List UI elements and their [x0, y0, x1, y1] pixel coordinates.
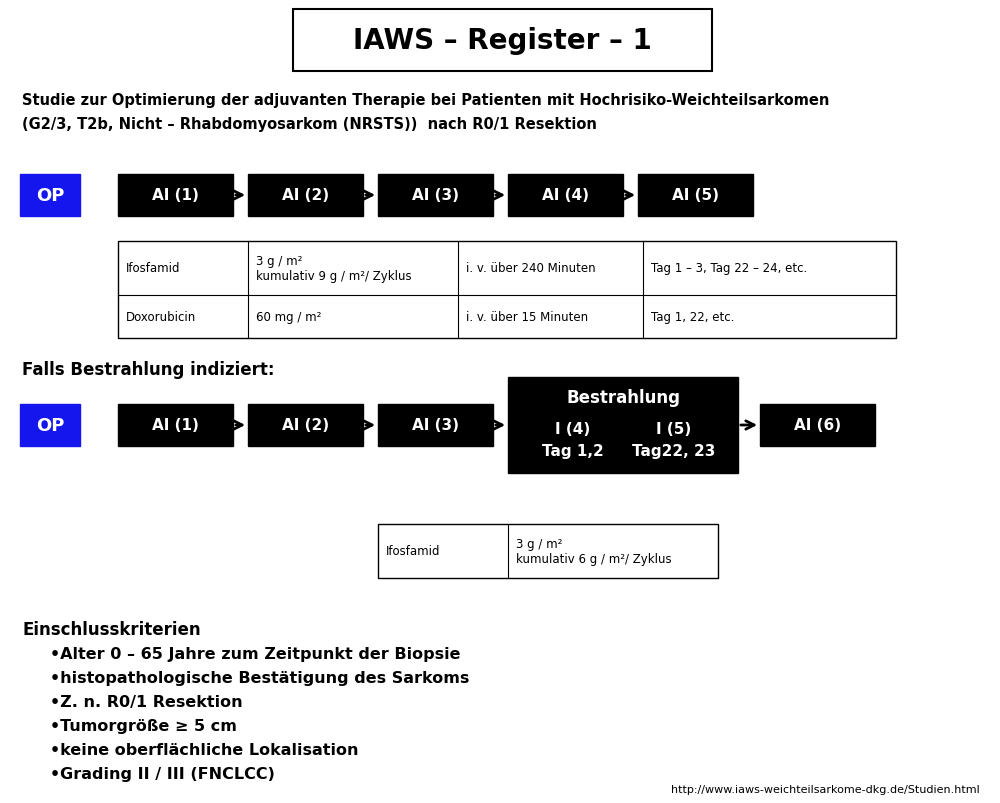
- FancyBboxPatch shape: [508, 175, 623, 217]
- Text: 60 mg / m²: 60 mg / m²: [256, 311, 321, 324]
- Text: Tag 1,2: Tag 1,2: [542, 444, 603, 459]
- FancyBboxPatch shape: [508, 377, 738, 474]
- Text: AI (1): AI (1): [152, 188, 199, 203]
- Text: AI (6): AI (6): [794, 418, 841, 433]
- FancyBboxPatch shape: [760, 405, 875, 446]
- Text: Tag 1 – 3, Tag 22 – 24, etc.: Tag 1 – 3, Tag 22 – 24, etc.: [651, 262, 807, 275]
- Text: i. v. über 15 Minuten: i. v. über 15 Minuten: [466, 311, 588, 324]
- Text: I (5): I (5): [656, 422, 691, 437]
- FancyBboxPatch shape: [638, 175, 753, 217]
- Text: Studie zur Optimierung der adjuvanten Therapie bei Patienten mit Hochrisiko-Weic: Studie zur Optimierung der adjuvanten Th…: [22, 92, 829, 108]
- Text: AI (1): AI (1): [152, 418, 199, 433]
- Text: •Grading II / III (FNCLCC): •Grading II / III (FNCLCC): [50, 767, 275, 781]
- Text: 3 g / m²
kumulativ 6 g / m²/ Zyklus: 3 g / m² kumulativ 6 g / m²/ Zyklus: [516, 537, 672, 565]
- Text: AI (2): AI (2): [282, 418, 329, 433]
- Text: IAWS – Register – 1: IAWS – Register – 1: [353, 27, 652, 55]
- Text: i. v. über 240 Minuten: i. v. über 240 Minuten: [466, 262, 596, 275]
- Text: AI (2): AI (2): [282, 188, 329, 203]
- Text: Doxorubicin: Doxorubicin: [126, 311, 196, 324]
- Text: I (4): I (4): [555, 422, 590, 437]
- FancyBboxPatch shape: [378, 524, 718, 578]
- FancyBboxPatch shape: [248, 405, 363, 446]
- FancyBboxPatch shape: [293, 10, 712, 72]
- Text: •Alter 0 – 65 Jahre zum Zeitpunkt der Biopsie: •Alter 0 – 65 Jahre zum Zeitpunkt der Bi…: [50, 646, 460, 662]
- Text: •keine oberflächliche Lokalisation: •keine oberflächliche Lokalisation: [50, 743, 358, 757]
- Text: •histopathologische Bestätigung des Sarkoms: •histopathologische Bestätigung des Sark…: [50, 671, 469, 686]
- Text: AI (5): AI (5): [672, 188, 719, 203]
- FancyBboxPatch shape: [20, 405, 80, 446]
- FancyBboxPatch shape: [248, 175, 363, 217]
- FancyBboxPatch shape: [118, 175, 233, 217]
- Text: Ifosfamid: Ifosfamid: [386, 544, 440, 558]
- FancyBboxPatch shape: [118, 242, 896, 339]
- Text: http://www.iaws-weichteilsarkome-dkg.de/Studien.html: http://www.iaws-weichteilsarkome-dkg.de/…: [671, 784, 980, 794]
- Text: OP: OP: [36, 417, 64, 434]
- FancyBboxPatch shape: [20, 175, 80, 217]
- Text: AI (3): AI (3): [412, 188, 459, 203]
- Text: Tag 1, 22, etc.: Tag 1, 22, etc.: [651, 311, 734, 324]
- Text: Einschlusskriterien: Einschlusskriterien: [22, 620, 201, 638]
- Text: •Z. n. R0/1 Resektion: •Z. n. R0/1 Resektion: [50, 695, 243, 710]
- Text: OP: OP: [36, 187, 64, 205]
- FancyBboxPatch shape: [118, 405, 233, 446]
- Text: Bestrahlung: Bestrahlung: [566, 389, 680, 406]
- Text: AI (3): AI (3): [412, 418, 459, 433]
- Text: AI (4): AI (4): [542, 188, 589, 203]
- FancyBboxPatch shape: [378, 405, 493, 446]
- Text: Falls Bestrahlung indiziert:: Falls Bestrahlung indiziert:: [22, 361, 274, 378]
- Text: (G2/3, T2b, Nicht – Rhabdomyosarkom (NRSTS))  nach R0/1 Resektion: (G2/3, T2b, Nicht – Rhabdomyosarkom (NRS…: [22, 117, 597, 132]
- Text: Tag22, 23: Tag22, 23: [632, 444, 715, 459]
- Text: Ifosfamid: Ifosfamid: [126, 262, 180, 275]
- Text: •Tumorgröße ≥ 5 cm: •Tumorgröße ≥ 5 cm: [50, 719, 237, 734]
- FancyBboxPatch shape: [378, 175, 493, 217]
- Text: 3 g / m²
kumulativ 9 g / m²/ Zyklus: 3 g / m² kumulativ 9 g / m²/ Zyklus: [256, 255, 412, 283]
